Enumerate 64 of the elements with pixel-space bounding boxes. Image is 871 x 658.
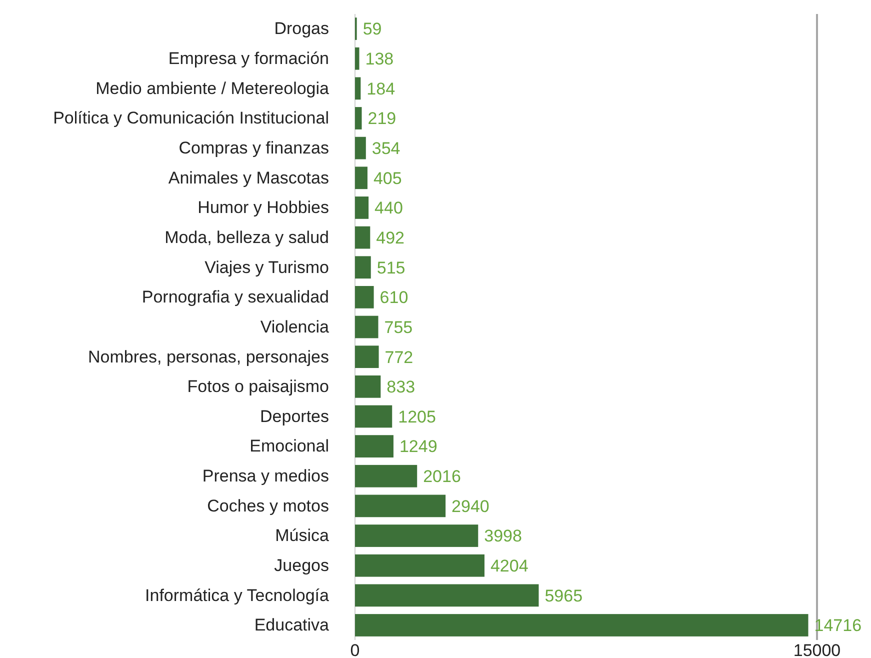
data-label: 755: [384, 318, 413, 337]
bar: [355, 136, 366, 160]
bar: [355, 166, 368, 190]
y-tick-label: Fotos o paisajismo: [187, 377, 329, 396]
x-tick-label: 15000: [793, 641, 841, 658]
y-tick-label: Medio ambiente / Metereologia: [96, 78, 330, 98]
data-label: 4204: [490, 556, 528, 576]
y-tick-label: Juegos: [274, 556, 329, 576]
data-label: 492: [376, 228, 405, 248]
bar: [355, 584, 539, 607]
data-label: 405: [373, 168, 402, 188]
y-tick-label: Coches y motos: [207, 496, 329, 516]
data-label: 59: [362, 20, 382, 39]
bar: [355, 524, 478, 547]
bar: [355, 554, 484, 577]
bar: [355, 435, 394, 458]
bar: [355, 316, 378, 338]
x-tick-label: 0: [350, 641, 360, 658]
y-tick-label: Música: [275, 526, 330, 546]
y-tick-label: Viajes y Turismo: [204, 258, 329, 277]
bar: [355, 77, 361, 100]
y-tick-label: Nombres, personas, personajes: [88, 347, 329, 366]
bar: [355, 405, 392, 428]
data-label: 610: [380, 288, 408, 308]
data-label: 833: [386, 378, 416, 397]
bar: [355, 614, 808, 636]
y-tick-label: Animales y Mascotas: [168, 168, 329, 188]
bar: [355, 494, 446, 518]
data-label: 184: [366, 79, 396, 98]
y-tick-label: Pornografia y sexualidad: [142, 288, 329, 307]
data-label: 772: [384, 348, 414, 367]
data-label: 1205: [398, 407, 436, 426]
bar: [355, 464, 418, 488]
bar: [355, 107, 362, 130]
y-tick-label: Política y Comunicación Institucional: [53, 108, 329, 128]
bar: [355, 226, 370, 249]
data-label: 14716: [814, 616, 862, 636]
bar: [355, 375, 381, 398]
y-tick-label: Violencia: [260, 317, 330, 336]
y-tick-label: Moda, belleza y salud: [164, 228, 329, 247]
data-label: 138: [365, 50, 394, 69]
data-label: 2940: [452, 496, 490, 516]
bar: [355, 346, 379, 368]
bar: [355, 196, 369, 219]
bar: [355, 47, 360, 70]
y-tick-label: Drogas: [274, 19, 329, 38]
y-tick-label: Empresa y formación: [168, 49, 329, 68]
data-label: 515: [376, 258, 406, 278]
data-label: 3998: [484, 526, 522, 546]
data-label: 2016: [423, 467, 461, 486]
data-label: 1249: [399, 437, 438, 456]
data-label: 219: [368, 109, 396, 128]
y-tick-label: Deportes: [260, 406, 329, 426]
y-tick-label: Prensa y medios: [202, 466, 329, 486]
y-tick-label: Informática y Tecnología: [145, 586, 330, 605]
bar: [355, 256, 371, 279]
data-label: 5965: [544, 586, 583, 606]
y-tick-label: Emocional: [250, 436, 329, 456]
y-tick-label: Humor y Hobbies: [198, 198, 329, 218]
bar: [355, 286, 374, 308]
y-tick-label: Compras y finanzas: [178, 138, 329, 158]
data-label: 440: [374, 198, 403, 218]
data-label: 354: [372, 139, 400, 158]
y-tick-label: Educativa: [254, 616, 330, 635]
